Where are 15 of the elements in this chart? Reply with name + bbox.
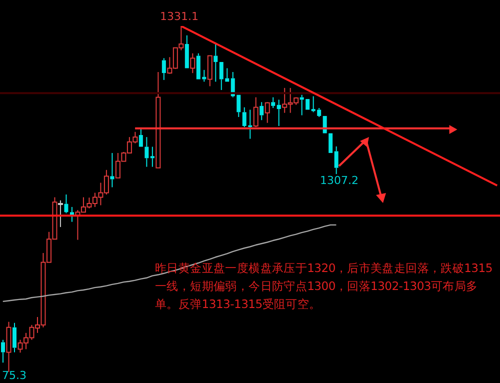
candlestick bbox=[214, 42, 218, 82]
candlestick bbox=[144, 136, 149, 168]
candlestick bbox=[276, 99, 281, 126]
candlestick bbox=[110, 152, 114, 188]
candlestick bbox=[271, 96, 276, 108]
candlestick bbox=[12, 322, 16, 353]
candlestick bbox=[162, 58, 166, 80]
text: 1331.1 bbox=[160, 10, 198, 23]
candlestick bbox=[260, 102, 264, 121]
candlestick bbox=[150, 146, 154, 168]
candlestick bbox=[64, 194, 68, 214]
candlestick bbox=[334, 146, 338, 175]
candlestick bbox=[6, 321, 12, 372]
annotation: 75.3 bbox=[2, 369, 26, 382]
annotation: 1307.2 bbox=[320, 174, 358, 187]
